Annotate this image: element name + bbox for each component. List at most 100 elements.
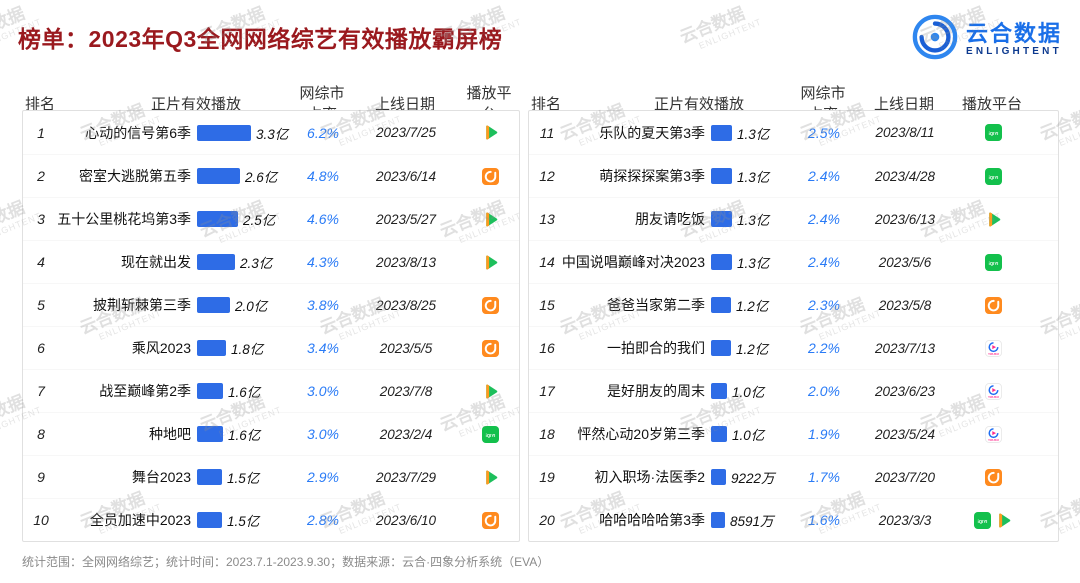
platform-cell: iQIYI — [957, 167, 1029, 185]
play-value: 1.3亿 — [737, 213, 770, 228]
platform-cell: iQIYI — [957, 124, 1029, 141]
footer-note: 统计范围：全网网络综艺；统计时间：2023.7.1-2023.9.30；数据来源… — [22, 555, 550, 569]
play-bar — [197, 426, 223, 442]
launch-date: 2023/8/11 — [875, 125, 935, 140]
play-value: 1.3亿 — [737, 170, 770, 185]
svg-text:YOUKU: YOUKU — [987, 437, 999, 441]
tencent-video-icon — [985, 211, 1002, 228]
table-row: 5 披荆斩棘第三季 2.0亿 3.8% 2023/8/25 — [23, 283, 519, 326]
play-bar — [197, 469, 222, 485]
show-name: 密室大逃脱第五季 — [79, 168, 191, 184]
ranking-table-right: 11 乐队的夏天第3季 1.3亿 2.5% 2023/8/11 iQIYI 12 萌探探探案第… — [528, 110, 1059, 542]
show-name: 是好朋友的周末 — [607, 383, 705, 399]
table-row: 13 朋友请吃饭 1.3亿 2.4% 2023/6/13 — [529, 197, 1058, 240]
play-value: 1.0亿 — [732, 428, 765, 443]
play-bar — [197, 168, 240, 184]
market-share: 2.5% — [808, 124, 840, 141]
play-value: 1.6亿 — [228, 428, 261, 443]
play-bar — [711, 168, 732, 184]
brand-name-en: ENLIGHTENT — [965, 45, 1062, 57]
youku-icon: YOUKU — [984, 339, 1002, 357]
play-bar-zone: 1.0亿 — [705, 424, 795, 444]
rank-number: 14 — [539, 254, 555, 270]
play-bar-zone: 9222万 — [705, 467, 795, 487]
play-bar-zone: 1.3亿 — [705, 209, 795, 229]
brand-name-cn: 云合数据 — [965, 20, 1062, 46]
market-share: 2.2% — [808, 340, 840, 356]
show-name: 中国说唱巅峰对决2023 — [561, 254, 705, 270]
rank-number: 9 — [37, 469, 45, 485]
show-name: 战至巅峰第2季 — [99, 383, 191, 399]
rank-number: 19 — [539, 469, 555, 485]
rank-number: 2 — [37, 168, 45, 184]
play-bar-zone: 3.3亿 — [191, 123, 295, 143]
rank-number: 7 — [37, 383, 45, 399]
launch-date: 2023/2/4 — [379, 426, 433, 442]
platform-cell: YOUKU — [957, 339, 1029, 357]
play-bar — [197, 254, 235, 270]
market-share: 1.7% — [808, 469, 840, 485]
play-bar — [711, 254, 732, 270]
rank-number: 1 — [37, 124, 45, 141]
rank-number: 11 — [539, 124, 555, 141]
platform-cell: iQIYI — [461, 425, 519, 443]
launch-date: 2023/5/5 — [379, 340, 433, 356]
table-row: 1 心动的信号第6季 3.3亿 6.2% 2023/7/25 — [23, 111, 519, 154]
play-bar — [711, 383, 727, 399]
launch-date: 2023/5/24 — [874, 426, 936, 442]
launch-date: 2023/6/14 — [375, 168, 437, 184]
launch-date: 2023/4/28 — [874, 168, 936, 184]
play-bar-zone: 2.6亿 — [191, 166, 295, 186]
iqiyi-icon: iQIYI — [984, 167, 1002, 185]
brand-logo: 云合数据 ENLIGHTENT — [912, 14, 1062, 65]
table-row: 3 五十公里桃花坞第3季 2.5亿 4.6% 2023/5/27 — [23, 197, 519, 240]
col-platform: 播放平台 — [961, 95, 1022, 113]
market-share: 2.9% — [307, 469, 339, 485]
rank-number: 4 — [37, 254, 45, 270]
play-value: 2.3亿 — [240, 256, 273, 271]
play-bar — [711, 426, 727, 442]
mango-tv-icon — [984, 468, 1002, 486]
table-row: 8 种地吧 1.6亿 3.0% 2023/2/4 iQIYI — [23, 412, 519, 455]
play-value: 2.6亿 — [245, 170, 278, 185]
market-share: 2.4% — [808, 211, 840, 227]
platform-cell: YOUKU — [957, 382, 1029, 400]
play-bar — [711, 512, 725, 528]
rank-number: 15 — [539, 297, 555, 313]
rank-number: 17 — [539, 383, 555, 399]
show-name: 爸爸当家第二季 — [607, 297, 705, 313]
youku-icon: YOUKU — [984, 382, 1002, 400]
table-row: 11 乐队的夏天第3季 1.3亿 2.5% 2023/8/11 iQIYI — [529, 111, 1058, 154]
platform-cell — [461, 511, 519, 529]
launch-date: 2023/7/20 — [874, 469, 936, 485]
launch-date: 2023/3/3 — [878, 512, 932, 528]
platform-cell — [957, 468, 1029, 486]
platform-cell — [461, 383, 519, 400]
market-share: 4.6% — [307, 211, 339, 227]
mango-tv-icon — [481, 296, 499, 314]
market-share: 2.4% — [808, 168, 840, 184]
play-bar-zone: 1.3亿 — [705, 252, 795, 272]
show-name: 乘风2023 — [131, 340, 191, 356]
market-share: 4.8% — [307, 168, 339, 184]
column-headers-right: 排名 正片有效播放 网综市占率 上线日期 播放平台 — [528, 82, 1058, 124]
platform-cell — [461, 469, 519, 486]
col-date: 上线日期 — [374, 95, 435, 113]
play-bar-zone: 1.8亿 — [191, 338, 295, 358]
play-bar-zone: 2.0亿 — [191, 295, 295, 315]
rank-number: 13 — [539, 211, 555, 227]
mango-tv-icon — [481, 339, 499, 357]
platform-cell: iQIYI — [957, 511, 1029, 529]
launch-date: 2023/6/10 — [375, 512, 437, 528]
show-name: 披荆斩棘第三季 — [93, 297, 191, 313]
market-share: 3.0% — [307, 383, 339, 399]
show-name: 哈哈哈哈哈第3季 — [599, 512, 705, 528]
play-bar-zone: 1.6亿 — [191, 381, 295, 401]
play-bar-zone: 8591万 — [705, 510, 795, 530]
platform-cell — [957, 296, 1029, 314]
play-value: 1.8亿 — [231, 342, 264, 357]
launch-date: 2023/7/13 — [874, 340, 936, 356]
play-bar — [711, 469, 726, 485]
play-bar-zone: 1.2亿 — [705, 295, 795, 315]
col-plays: 正片有效播放 — [150, 95, 241, 113]
